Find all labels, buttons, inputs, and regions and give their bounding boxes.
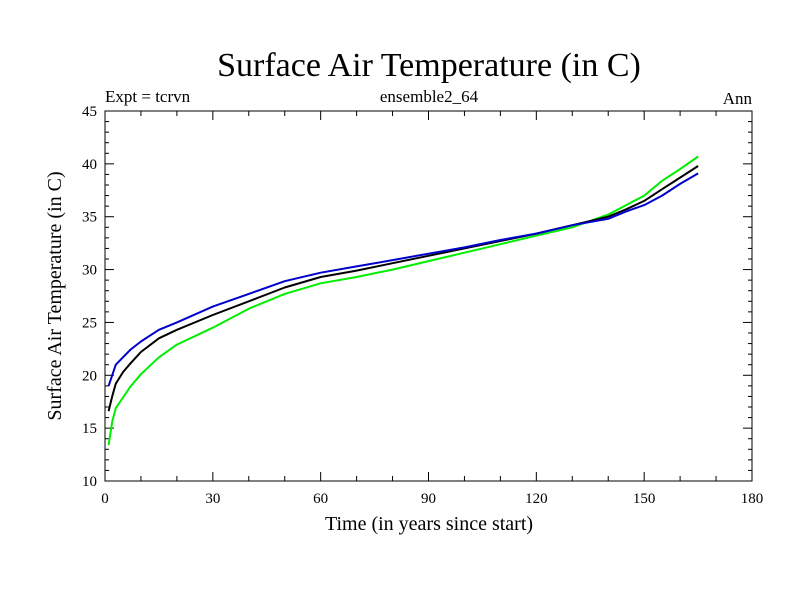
y-axis-ticks: 10 15 20 25 30 35 40 45 — [82, 104, 752, 490]
chart-title: Surface Air Temperature (in C) — [217, 47, 641, 84]
x-tick-label: 120 — [525, 491, 548, 507]
x-tick-label: 60 — [313, 491, 328, 507]
y-tick-label: 30 — [82, 263, 97, 279]
ensemble-label: ensemble2_64 — [380, 87, 479, 106]
series-group — [107, 155, 699, 446]
x-tick-label: 0 — [101, 491, 109, 507]
period-label: Ann — [723, 89, 753, 108]
y-tick-label: 10 — [82, 474, 97, 490]
x-tick-label: 150 — [633, 491, 656, 507]
x-tick-label: 180 — [741, 491, 764, 507]
x-axis-label: Time (in years since start) — [325, 513, 533, 535]
y-tick-label: 25 — [82, 315, 97, 331]
experiment-label: Expt = tcrvn — [105, 87, 191, 106]
x-tick-label: 30 — [205, 491, 220, 507]
y-axis-label: Surface Air Temperature (in C) — [44, 171, 66, 420]
y-tick-label: 45 — [82, 104, 97, 120]
y-tick-label: 35 — [82, 210, 97, 226]
plot-frame — [104, 110, 753, 482]
series-line-lower — [107, 155, 699, 446]
y-tick-label: 40 — [82, 157, 97, 173]
series-line-middle — [107, 165, 699, 412]
x-axis-ticks: 0 30 60 90 120 150 180 — [101, 111, 763, 507]
series-line-upper — [107, 172, 699, 387]
x-tick-label: 90 — [421, 491, 436, 507]
y-tick-label: 20 — [82, 368, 97, 384]
y-tick-label: 15 — [82, 421, 97, 437]
